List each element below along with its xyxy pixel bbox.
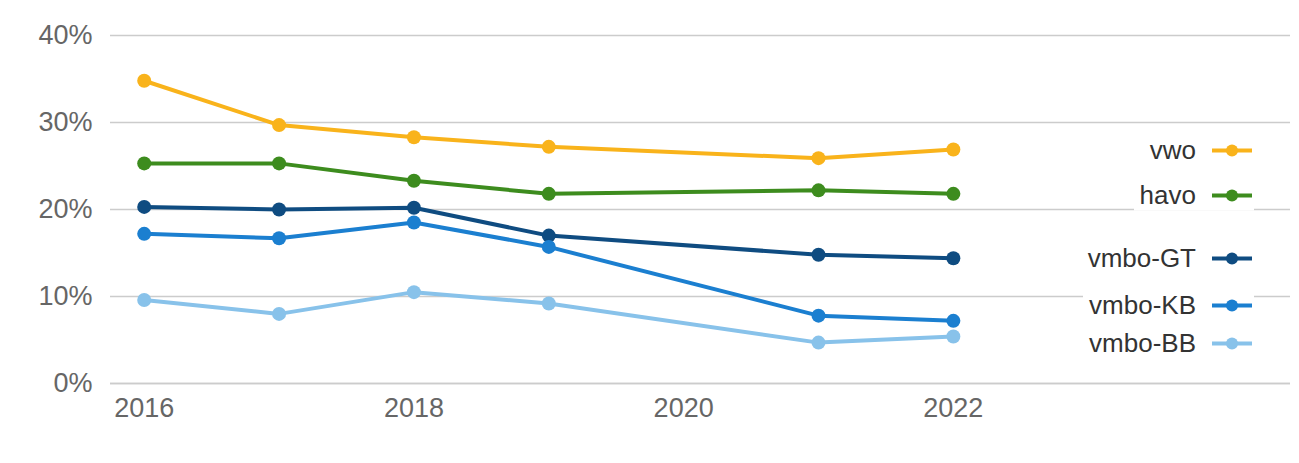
svg-text:0%: 0% (53, 368, 92, 398)
svg-text:30%: 30% (38, 107, 92, 137)
svg-text:10%: 10% (38, 281, 92, 311)
svg-text:2016: 2016 (114, 393, 174, 423)
svg-text:2020: 2020 (654, 393, 714, 423)
html-text:vwo: vwo (1149, 134, 1196, 165)
html-text:vmbo-KB: vmbo-KB (1089, 289, 1196, 320)
html-text:havo: havo (1139, 179, 1196, 210)
html-text:vmbo-GT: vmbo-GT (1087, 242, 1196, 273)
svg-text:2018: 2018 (384, 393, 444, 423)
svg-text:20%: 20% (38, 194, 92, 224)
svg-text:40%: 40% (38, 20, 92, 50)
html-text:vmbo-BB: vmbo-BB (1089, 327, 1196, 358)
svg-text:2022: 2022 (923, 393, 983, 423)
